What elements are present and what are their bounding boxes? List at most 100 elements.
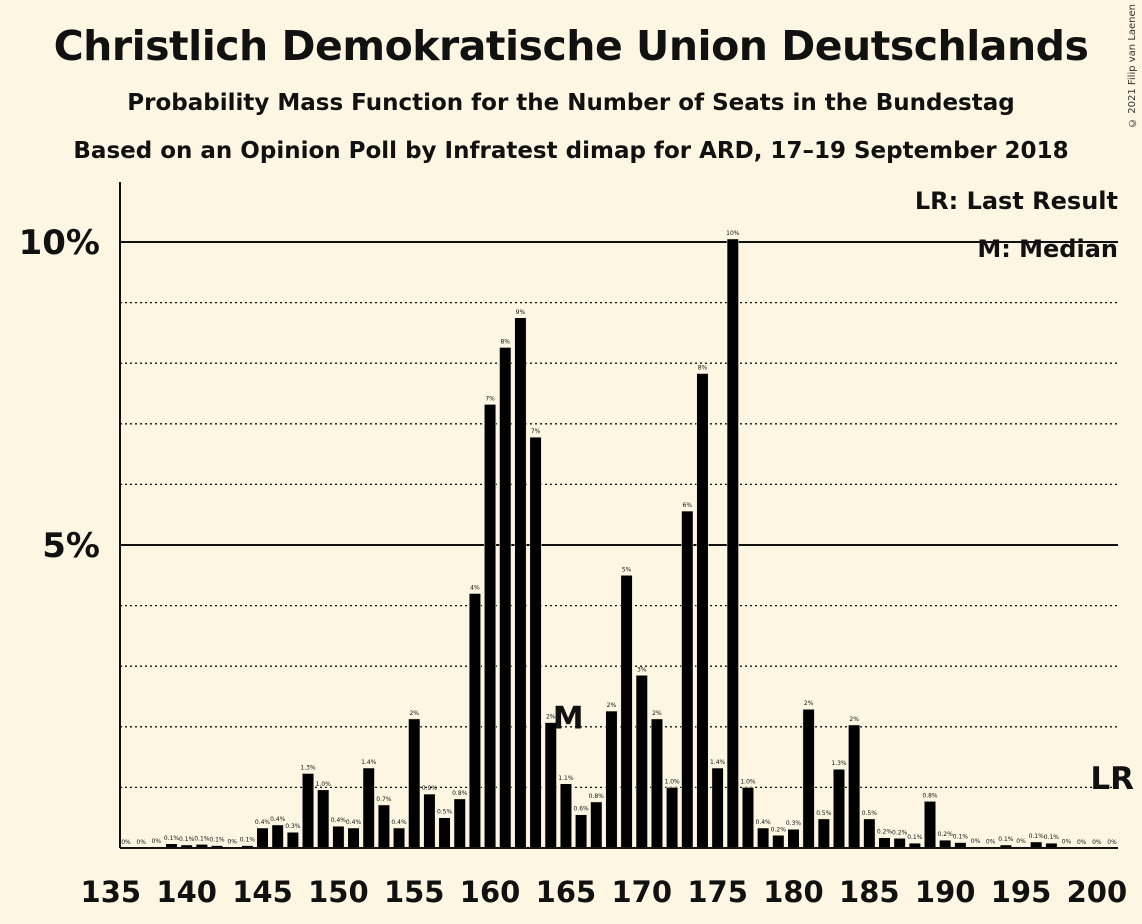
gridlines (120, 241, 1118, 789)
bar (499, 347, 512, 849)
bar (317, 789, 330, 849)
bar-data-label: 1.0% (740, 778, 756, 785)
bar (893, 838, 906, 849)
bar-data-label: 2% (409, 710, 419, 717)
bar (453, 798, 466, 849)
bar-data-label: 5% (622, 566, 632, 573)
bar-data-label: 0.4% (391, 819, 407, 826)
bar (271, 824, 284, 849)
bar-data-label: 0.2% (877, 829, 893, 836)
last-result-marker: LR (1090, 761, 1134, 797)
bar-data-label: 0.4% (270, 816, 286, 823)
bar (256, 827, 269, 849)
bar-data-label: 0.2% (892, 829, 908, 836)
y-tick-label: 10% (19, 223, 100, 263)
bar-data-label: 1.3% (831, 760, 847, 767)
bars-group (150, 238, 1073, 849)
bar-data-label: 1.4% (361, 759, 377, 766)
bar-data-label: 0% (1016, 838, 1026, 845)
bar-data-label: 0.3% (285, 823, 301, 830)
bar (544, 722, 557, 849)
x-tick-label: 170 (612, 875, 673, 909)
bar-data-label: 2% (804, 700, 814, 707)
bar-data-label: 1.1% (558, 775, 574, 782)
bar (605, 710, 618, 849)
bar-data-label: 0.2% (938, 831, 954, 838)
bar (559, 783, 572, 849)
bar-data-label: 0.2% (771, 826, 787, 833)
bar-data-label: 6% (683, 502, 693, 509)
bar (377, 804, 390, 849)
bar (408, 718, 421, 849)
bar (514, 317, 527, 849)
bar-data-label: 0.4% (346, 819, 362, 826)
bar-data-label: 2% (652, 710, 662, 717)
x-tick-label: 195 (991, 875, 1052, 909)
bar-data-label: 8% (500, 338, 510, 345)
bar-data-label: 0.1% (209, 837, 225, 844)
bar-data-label: 0.4% (331, 817, 347, 824)
bar (924, 801, 937, 849)
bar (848, 724, 861, 849)
x-tick-label: 145 (232, 875, 293, 909)
bar (286, 831, 299, 849)
bar (757, 827, 770, 849)
bar (529, 436, 542, 849)
bar (347, 827, 360, 849)
chart-subtitle: Probability Mass Function for the Number… (127, 90, 1015, 116)
bar (787, 828, 800, 849)
bar-data-label: 0% (136, 839, 146, 846)
bar-data-label: 0.4% (756, 819, 772, 826)
bar-data-label: 0.1% (907, 834, 923, 841)
bar (468, 593, 481, 849)
bar (302, 773, 315, 849)
bar-data-label: 1.3% (300, 764, 316, 771)
bar-data-label: 0.9% (422, 785, 438, 792)
x-tick-label: 190 (915, 875, 976, 909)
bar (939, 839, 952, 849)
bar (332, 825, 345, 849)
bar-data-label: 0.1% (998, 836, 1014, 843)
bar-data-label: 0% (971, 838, 981, 845)
bar-data-label: 1.0% (664, 778, 680, 785)
bar (681, 510, 694, 849)
x-tick-label: 165 (536, 875, 597, 909)
x-tick-label: 160 (460, 875, 521, 909)
bar-data-label: 0.4% (255, 819, 271, 826)
axes-group (119, 182, 1118, 849)
bar-data-label: 0.1% (194, 835, 210, 842)
bar (711, 767, 724, 849)
bar-data-label: 2% (546, 714, 556, 721)
tick-labels-group: 135 140 145 150 155 160 165 170 175 180 185 190 195 2… (19, 223, 1128, 909)
bar-data-label: 3% (637, 666, 647, 673)
bar (575, 814, 588, 849)
bar-data-label: 0.1% (179, 836, 195, 843)
x-tick-label: 200 (1067, 875, 1128, 909)
bar (726, 238, 739, 849)
bar-data-label: 0.8% (589, 793, 605, 800)
x-tick-label: 155 (384, 875, 445, 909)
bar-data-label: 7% (531, 428, 541, 435)
bar-data-label: 0.5% (816, 810, 832, 817)
x-tick-label: 135 (81, 875, 142, 909)
bar-data-label: 0% (1107, 839, 1117, 846)
bar-data-label: 0% (986, 838, 996, 845)
bar-data-label: 9% (516, 309, 526, 316)
y-tick-label: 5% (42, 526, 100, 566)
x-tick-label: 180 (763, 875, 824, 909)
bar-data-label: 2% (849, 716, 859, 723)
bar-data-label: 7% (485, 395, 495, 402)
chart-title: Christlich Demokratische Union Deutschla… (53, 22, 1089, 70)
bar (772, 835, 785, 849)
bar (484, 404, 497, 849)
bar-data-label: 0.5% (862, 810, 878, 817)
legend-median: M: Median (977, 235, 1118, 263)
bar-data-label: 0% (152, 838, 162, 845)
bar-data-label: 0.1% (240, 837, 256, 844)
bar (438, 817, 451, 849)
bar (741, 787, 754, 849)
bar-data-label: 0.1% (164, 835, 180, 842)
bar (635, 675, 648, 849)
bar-data-label: 0% (1092, 839, 1102, 846)
bar-data-label: 0% (121, 839, 131, 846)
